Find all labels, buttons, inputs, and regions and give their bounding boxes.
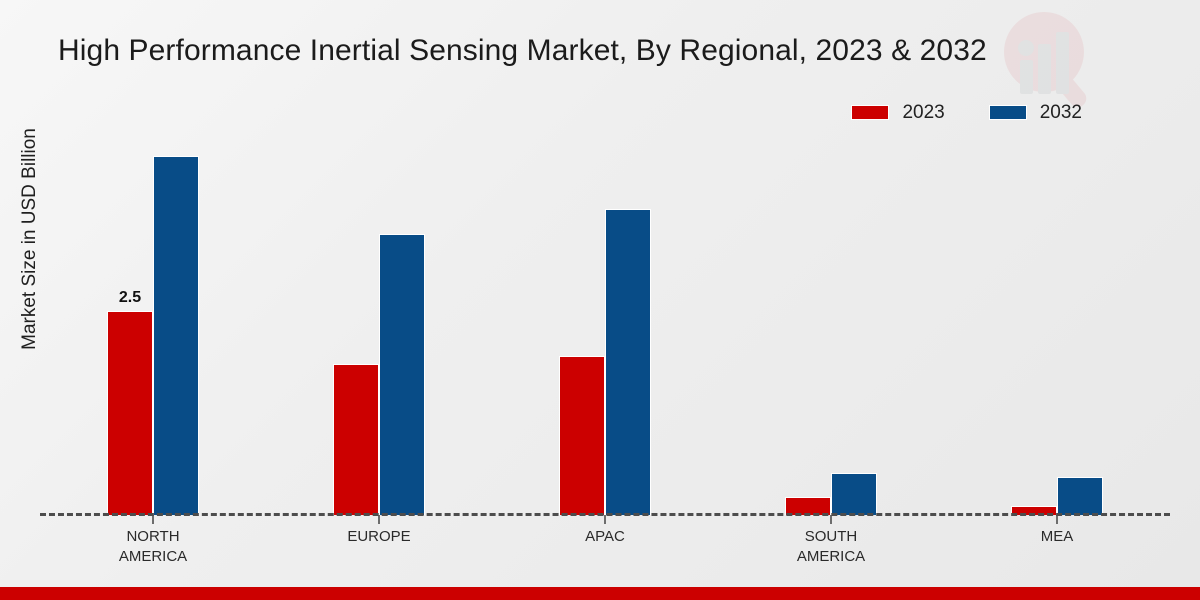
bar-group: MEA	[944, 140, 1170, 545]
bar-pair	[785, 140, 877, 515]
legend-swatch-icon	[988, 105, 1027, 120]
x-axis-category-label: MEA	[1040, 528, 1074, 545]
bar-2032[interactable]	[1057, 476, 1103, 515]
x-axis-baseline	[40, 513, 1170, 516]
bar-value-label: 2.5	[118, 289, 142, 307]
bar-pair: 2.5	[107, 140, 199, 515]
x-axis-tick	[604, 515, 606, 524]
x-axis-tick	[830, 515, 832, 524]
bar-2032[interactable]	[379, 233, 425, 515]
bar-group: APAC	[492, 140, 718, 545]
bar-2023[interactable]	[785, 497, 831, 515]
legend-label: 2032	[1039, 102, 1082, 123]
page-title: High Performance Inertial Sensing Market…	[58, 34, 987, 67]
bar-group: EUROPE	[266, 140, 492, 545]
bar-group: SOUTH AMERICA	[718, 140, 944, 565]
x-axis-category-label: EUROPE	[347, 528, 411, 545]
plot-area: 2.5 NORTH AMERICA	[40, 140, 1170, 565]
legend-label: 2023	[902, 102, 945, 123]
legend-swatch-icon	[851, 105, 890, 120]
bar-pair	[333, 140, 425, 515]
x-axis-category-label: SOUTH AMERICA	[796, 528, 866, 565]
bar-2023[interactable]: 2.5	[107, 289, 153, 515]
bar-group: 2.5 NORTH AMERICA	[40, 140, 266, 565]
magnifier-bar-chart-watermark-icon	[1000, 8, 1096, 112]
bar-2032[interactable]	[831, 472, 877, 515]
bar-2023[interactable]	[1011, 506, 1057, 515]
x-axis-tick	[378, 515, 380, 524]
bar-2023[interactable]	[559, 356, 605, 515]
legend-item-2023[interactable]: 2023	[851, 102, 945, 123]
x-axis-tick	[1056, 515, 1058, 524]
bar-2023[interactable]	[333, 364, 379, 515]
legend-item-2032[interactable]: 2032	[988, 102, 1082, 123]
bar-groups: 2.5 NORTH AMERICA	[40, 140, 1170, 565]
chart-legend: 2023 2032	[851, 103, 1082, 122]
x-axis-tick	[152, 515, 154, 524]
bar-2032[interactable]	[153, 156, 199, 515]
y-axis-title: Market Size in USD Billion	[19, 128, 40, 350]
x-axis-category-label: APAC	[585, 528, 625, 545]
bar-pair	[1011, 140, 1103, 515]
bar-pair	[559, 140, 651, 515]
x-axis-category-label: NORTH AMERICA	[118, 528, 188, 565]
footer-accent-bar	[0, 587, 1200, 600]
bar-2032[interactable]	[605, 209, 651, 515]
